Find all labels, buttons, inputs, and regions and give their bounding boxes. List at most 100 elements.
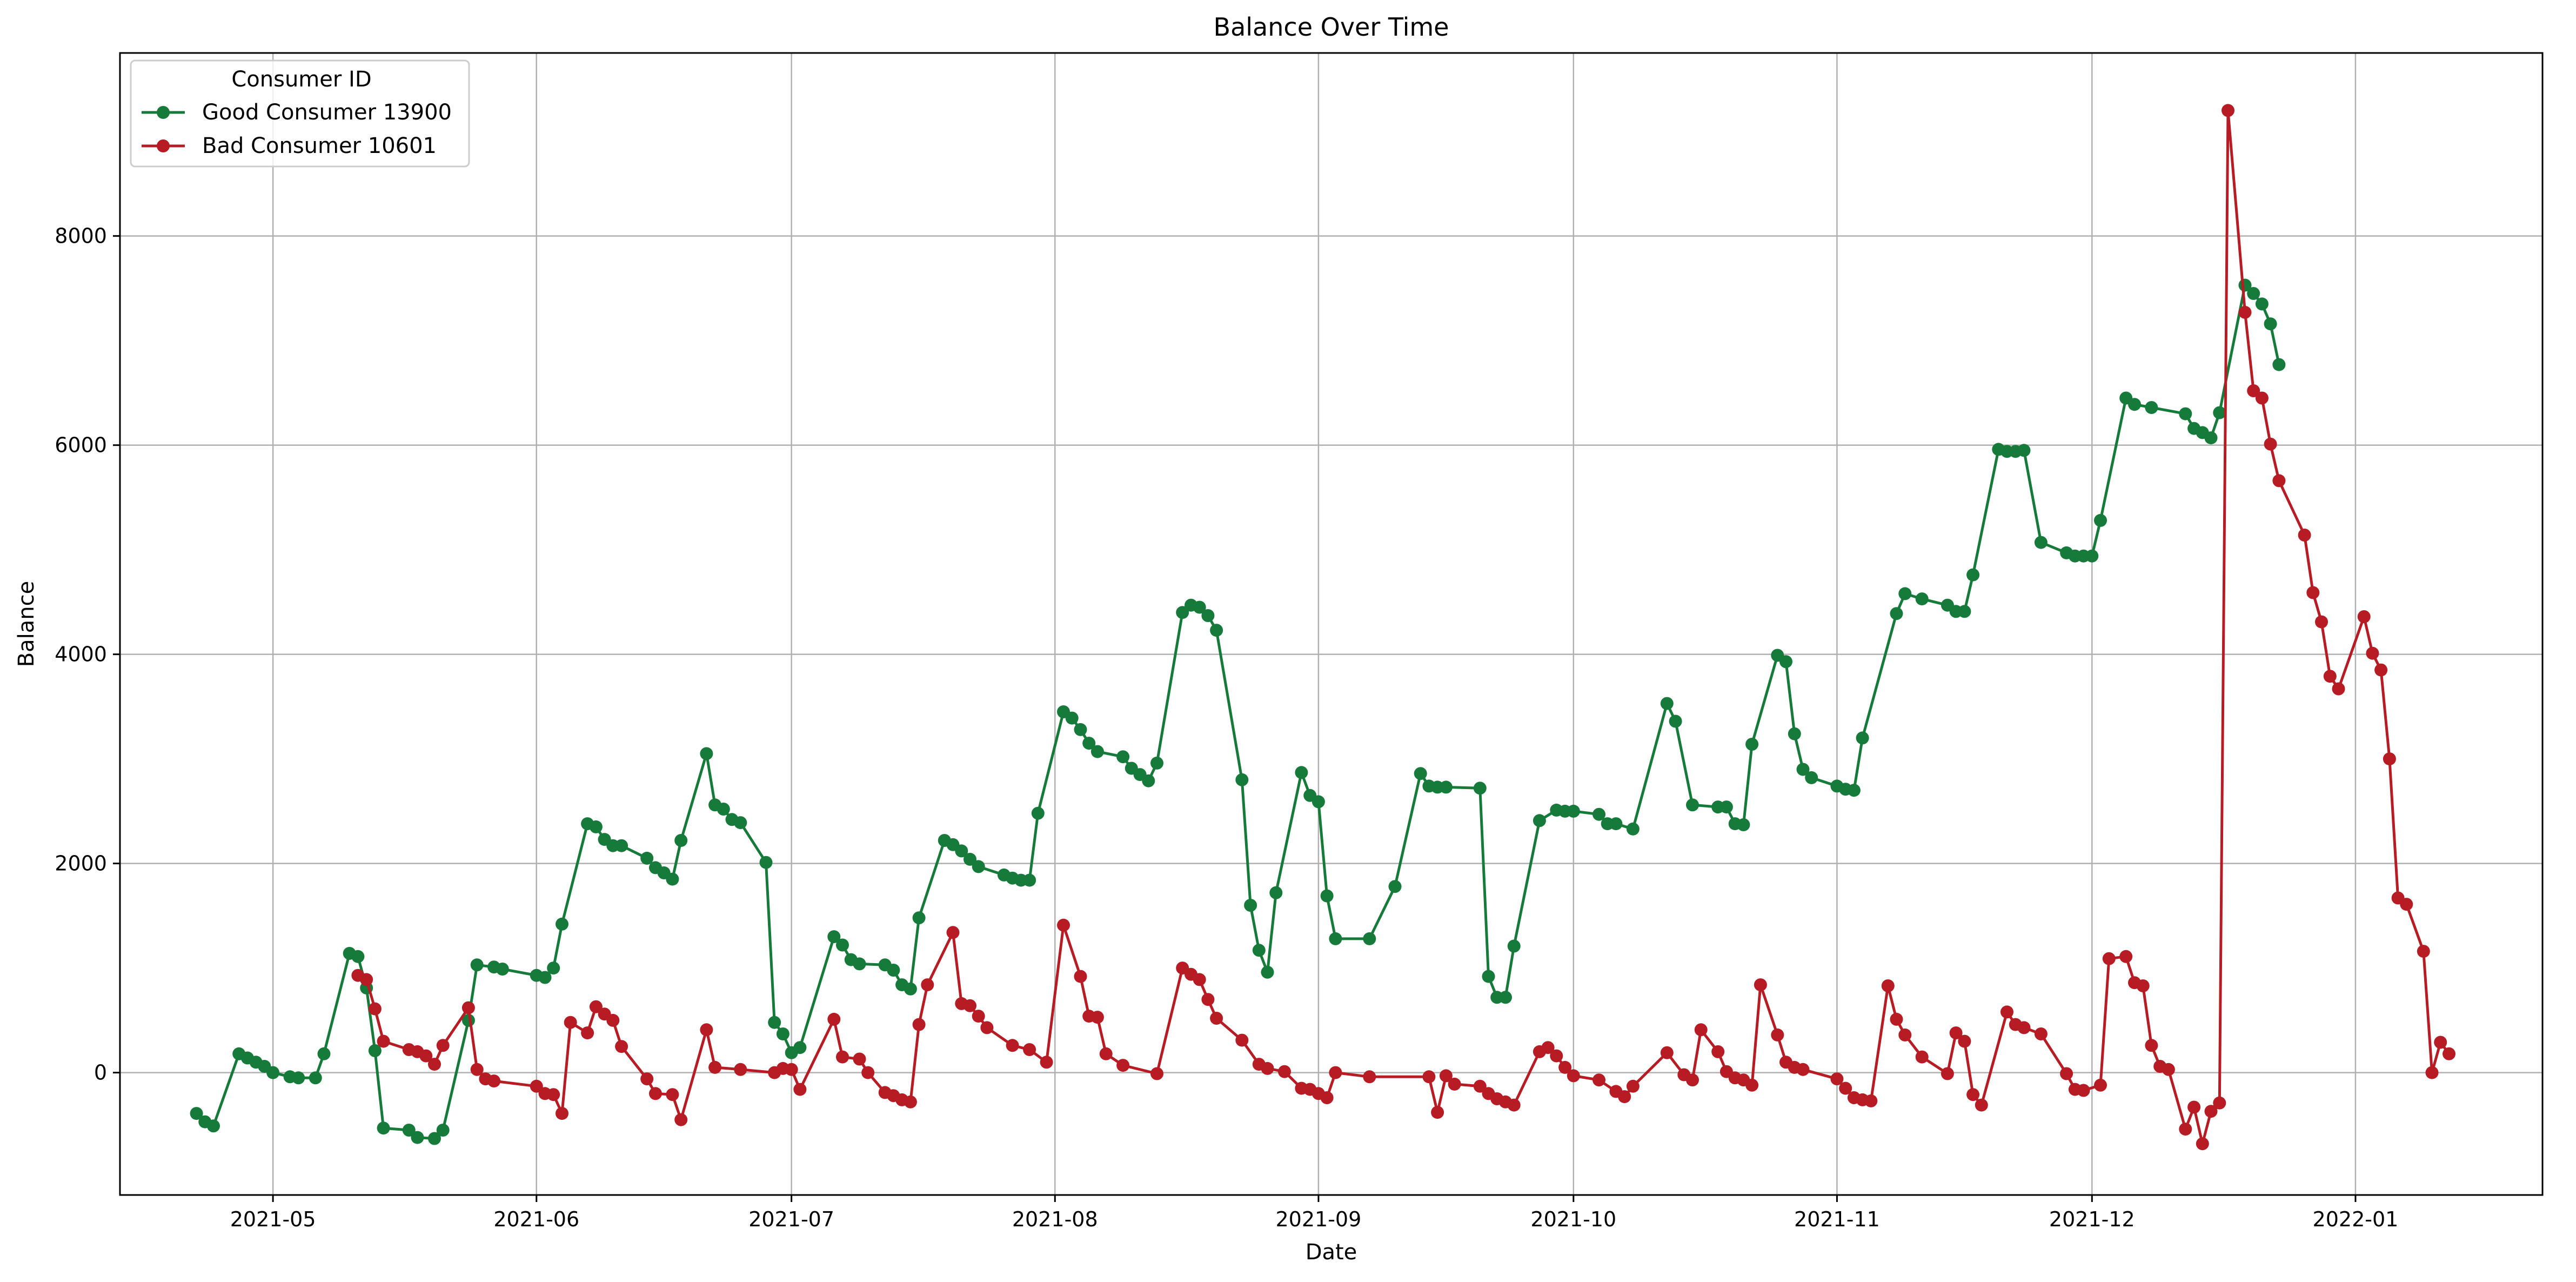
data-point [1031, 806, 1045, 820]
axes: 2021-05 2021-06 2021-07 2021-08 2021-09 2021-… [55, 224, 2398, 1231]
data-point [2247, 384, 2260, 397]
data-point [2213, 1096, 2226, 1110]
data-point [1210, 1012, 1223, 1025]
x-tick-label: 2021-07 [748, 1207, 834, 1231]
data-point [1507, 939, 1521, 953]
data-point [2443, 1047, 2455, 1060]
data-point [2136, 979, 2150, 992]
data-point [2264, 437, 2277, 451]
x-tick-label: 2021-06 [493, 1207, 579, 1231]
data-point [1805, 771, 1818, 784]
y-tick-label: 4000 [55, 643, 107, 666]
x-tick-label: 2021-12 [2049, 1207, 2135, 1231]
data-point [1473, 782, 1487, 795]
data-point [1686, 798, 1699, 812]
legend-items: Good Consumer 13900 Bad Consumer 10601 [142, 100, 452, 158]
data-point [734, 1063, 747, 1076]
data-point [2298, 529, 2311, 542]
legend: Consumer ID Good Consumer 13900 Bad Consu… [130, 59, 470, 168]
data-point [955, 844, 968, 858]
data-point [1363, 932, 1376, 945]
data-point [2119, 950, 2133, 963]
data-point [1881, 979, 1895, 992]
data-point [1363, 1070, 1376, 1084]
data-point [1023, 873, 1036, 887]
legend-label: Good Consumer 13900 [202, 100, 452, 125]
legend-box [130, 59, 470, 168]
x-tick-label: 2022-01 [2313, 1207, 2399, 1231]
data-point [2264, 317, 2277, 331]
data-point [2034, 536, 2048, 549]
data-point [470, 1063, 484, 1076]
legend-title: Consumer ID [231, 67, 371, 92]
legend-marker [157, 139, 170, 152]
data-point [1856, 731, 1869, 745]
data-point [1915, 1050, 1929, 1064]
data-point [1065, 711, 1079, 725]
x-tick-label: 2021-05 [230, 1207, 316, 1231]
data-point [377, 1121, 390, 1135]
data-point [1201, 993, 1215, 1006]
legend-marker [157, 106, 170, 119]
data-point [589, 820, 603, 833]
data-point [1176, 606, 1189, 619]
data-point [1541, 1041, 1555, 1054]
data-point [640, 1072, 654, 1086]
data-point [2145, 1039, 2158, 1052]
data-point [1567, 804, 1580, 818]
x-tick-label: 2021-09 [1276, 1207, 1362, 1231]
x-tick-label: 2021-08 [1012, 1207, 1098, 1231]
data-point [1898, 1028, 1912, 1041]
data-point [461, 1001, 475, 1014]
data-point [1150, 756, 1163, 770]
data-point [2060, 1067, 2073, 1080]
data-point [1593, 1073, 1605, 1087]
data-point [980, 1021, 994, 1034]
data-point [1975, 1098, 1988, 1112]
data-point [1295, 766, 1308, 779]
series-layer [190, 104, 2455, 1151]
data-point [1567, 1069, 1580, 1083]
data-point [190, 1107, 203, 1120]
y-tick-label: 2000 [55, 852, 107, 876]
data-point [470, 958, 484, 972]
data-point [2162, 1063, 2175, 1076]
series-0 [190, 278, 2286, 1145]
data-point [768, 1016, 781, 1029]
data-point [309, 1071, 322, 1085]
data-point [1941, 1067, 1954, 1080]
data-point [1312, 795, 1325, 809]
data-point [2094, 1078, 2107, 1092]
data-point [1830, 1072, 1844, 1086]
data-point [1660, 1046, 1674, 1059]
data-point [700, 747, 713, 760]
data-point [1949, 1026, 1963, 1040]
data-point [1626, 822, 1640, 836]
data-point [1507, 1098, 1521, 1112]
data-point [1779, 655, 1792, 669]
data-point [1660, 697, 1674, 710]
data-point [912, 911, 926, 925]
data-point [556, 1107, 568, 1120]
data-point [547, 1088, 560, 1101]
data-point [615, 839, 628, 852]
data-point [2017, 444, 2031, 457]
data-point [1252, 944, 1266, 957]
data-point [2366, 646, 2379, 660]
data-point [2255, 297, 2269, 311]
data-point [2323, 670, 2337, 683]
data-point [1864, 1094, 1878, 1107]
data-point [1533, 814, 1546, 827]
data-point [2094, 513, 2107, 527]
data-point [827, 930, 841, 944]
y-tick-label: 8000 [55, 224, 107, 248]
data-point [1057, 918, 1070, 932]
data-point [1278, 1065, 1291, 1078]
data-point [1737, 818, 1750, 831]
data-point [1847, 784, 1861, 797]
data-point [1686, 1073, 1699, 1087]
data-point [428, 1132, 441, 1145]
data-point [2425, 1066, 2439, 1079]
data-point [2102, 952, 2116, 965]
data-point [964, 852, 976, 866]
